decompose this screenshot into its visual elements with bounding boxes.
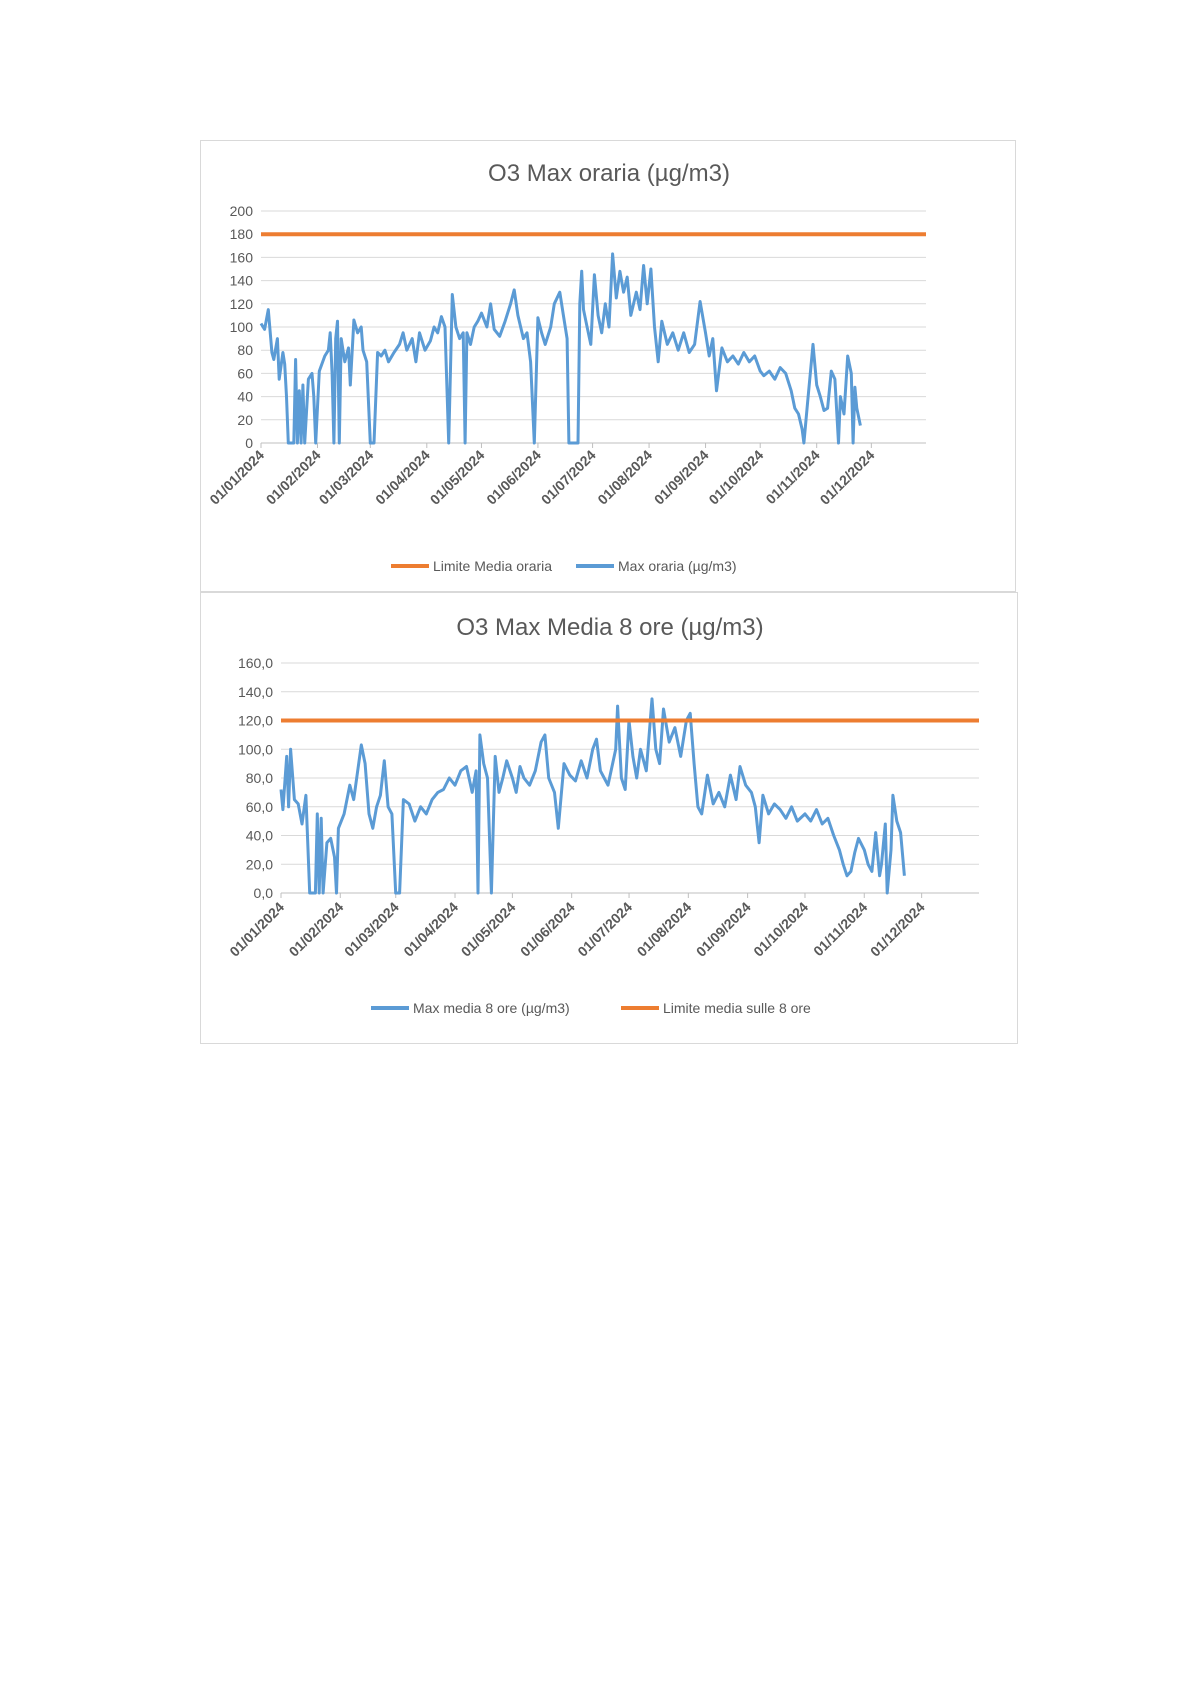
x-tick-label: 01/04/2024 <box>400 899 461 960</box>
x-tick-label: 01/06/2024 <box>517 899 578 960</box>
x-tick-label: 01/07/2024 <box>574 899 635 960</box>
y-tick-label: 80 <box>237 342 253 358</box>
x-tick-label: 01/01/2024 <box>226 899 287 960</box>
x-tick-label: 01/12/2024 <box>817 447 878 508</box>
x-tick-label: 01/08/2024 <box>634 899 695 960</box>
y-tick-label: 140,0 <box>238 684 273 700</box>
x-tick-label: 01/06/2024 <box>483 447 544 508</box>
y-tick-label: 100,0 <box>238 741 273 757</box>
x-tick-label: 01/10/2024 <box>705 447 766 508</box>
x-tick-label: 01/10/2024 <box>750 899 811 960</box>
y-tick-label: 60,0 <box>246 799 273 815</box>
x-tick-label: 01/09/2024 <box>651 447 712 508</box>
x-tick-label: 01/02/2024 <box>263 447 324 508</box>
x-tick-label: 01/07/2024 <box>538 447 599 508</box>
x-tick-label: 01/01/2024 <box>206 447 267 508</box>
legend-label: Limite Media oraria <box>433 558 552 574</box>
y-tick-label: 20,0 <box>246 856 273 872</box>
x-tick-label: 01/03/2024 <box>341 899 402 960</box>
x-tick-label: 01/04/2024 <box>372 447 433 508</box>
y-tick-label: 0,0 <box>254 885 274 901</box>
chart2-title: O3 Max Media 8 ore (µg/m3) <box>456 614 763 641</box>
y-tick-label: 140 <box>230 273 254 289</box>
legend-item: Max media 8 ore (µg/m3) <box>371 1000 570 1016</box>
legend-item: Max oraria (µg/m3) <box>576 558 737 574</box>
y-tick-label: 200 <box>230 203 254 219</box>
y-tick-label: 120 <box>230 296 254 312</box>
y-tick-label: 160 <box>230 249 254 265</box>
legend-label: Max oraria (µg/m3) <box>618 558 737 574</box>
y-tick-label: 100 <box>230 319 254 335</box>
x-tick-label: 01/12/2024 <box>867 899 928 960</box>
x-tick-label: 01/08/2024 <box>594 447 655 508</box>
chart1-title: O3 Max oraria (µg/m3) <box>488 160 730 187</box>
chart2-svg: O3 Max Media 8 ore (µg/m3) 0,0 20,0 40,0 60… <box>226 614 979 1016</box>
legend-item: Limite Media oraria <box>391 558 552 574</box>
x-tick-label: 01/03/2024 <box>316 447 377 508</box>
x-tick-label: 01/02/2024 <box>286 899 347 960</box>
x-tick-label: 01/05/2024 <box>427 447 488 508</box>
x-tick-label: 01/05/2024 <box>458 899 519 960</box>
legend-item: Limite media sulle 8 ore <box>621 1000 811 1016</box>
x-tick-label: 01/09/2024 <box>693 899 754 960</box>
legend-label: Limite media sulle 8 ore <box>663 1000 811 1016</box>
x-tick-label: 01/11/2024 <box>810 899 870 959</box>
y-tick-label: 20 <box>237 412 253 428</box>
y-tick-label: 40 <box>237 389 253 405</box>
series-line <box>279 697 906 895</box>
y-tick-label: 80,0 <box>246 770 273 786</box>
y-tick-label: 180 <box>230 226 254 242</box>
chart1-svg: O3 Max oraria (µg/m3) 0 20 40 60 80 100 120 140… <box>206 160 926 574</box>
legend-label: Max media 8 ore (µg/m3) <box>413 1000 570 1016</box>
y-tick-label: 40,0 <box>246 828 273 844</box>
y-tick-label: 160,0 <box>238 655 273 671</box>
x-tick-label: 01/11/2024 <box>762 447 822 507</box>
y-tick-label: 60 <box>237 365 253 381</box>
y-tick-label: 0 <box>245 435 253 451</box>
chart-o3-max-media-8-ore: O3 Max Media 8 ore (µg/m3) 0,0 20,0 40,0 60… <box>200 592 1018 1044</box>
chart-o3-max-oraria: O3 Max oraria (µg/m3) 0 20 40 60 80 100 120 140… <box>200 140 1016 592</box>
series-line <box>259 252 862 445</box>
y-tick-label: 120,0 <box>238 713 273 729</box>
